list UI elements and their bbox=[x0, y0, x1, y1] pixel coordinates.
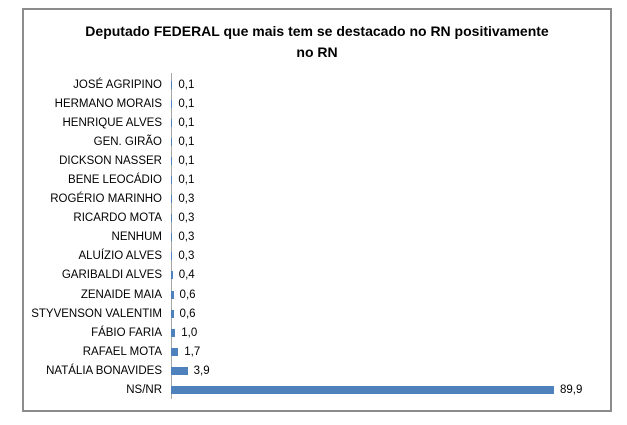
chart-row: ALUÍZIO ALVES 0,3 bbox=[24, 247, 608, 266]
bar bbox=[171, 176, 173, 185]
category-label: NS/NR bbox=[126, 384, 162, 397]
chart-row: FÁBIO FARIA 1,0 bbox=[24, 323, 608, 342]
category-label: FÁBIO FARIA bbox=[91, 326, 162, 339]
value-label: 0,3 bbox=[178, 250, 195, 263]
bar bbox=[171, 366, 188, 375]
category-label: STYVENSON VALENTIM bbox=[31, 307, 162, 320]
category-label: NATÁLIA BONAVIDES bbox=[46, 364, 162, 377]
bar-area: 0,3 bbox=[171, 190, 608, 209]
value-label: 89,9 bbox=[559, 384, 583, 397]
bar-area: 1,0 bbox=[171, 323, 608, 342]
bar bbox=[171, 271, 173, 280]
bar-area: 0,3 bbox=[171, 247, 608, 266]
category-label: GEN. GIRÃO bbox=[93, 135, 162, 148]
chart-row: HERMANO MORAIS 0,1 bbox=[24, 94, 608, 113]
chart-row: NS/NR 89,9 bbox=[24, 381, 608, 400]
bar bbox=[171, 156, 173, 165]
category-label: BENE LEOCÁDIO bbox=[68, 174, 162, 187]
bar-area: 0,1 bbox=[171, 151, 608, 170]
bar bbox=[171, 195, 173, 204]
bar-area: 0,1 bbox=[171, 113, 608, 132]
value-label: 1,7 bbox=[184, 345, 201, 358]
chart-title-line2: no RN bbox=[296, 44, 338, 60]
value-label: 0,1 bbox=[178, 97, 195, 110]
category-label: ROGÉRIO MARINHO bbox=[50, 193, 162, 206]
bar bbox=[171, 80, 173, 89]
value-label: 3,9 bbox=[193, 364, 210, 377]
value-label: 0,3 bbox=[178, 212, 195, 225]
chart-row: RICARDO MOTA 0,3 bbox=[24, 209, 608, 228]
bar bbox=[171, 347, 179, 356]
chart-row: NENHUM 0,3 bbox=[24, 228, 608, 247]
category-label: RICARDO MOTA bbox=[73, 212, 162, 225]
category-label: DICKSON NASSER bbox=[59, 154, 162, 167]
chart-row: JOSÉ AGRIPINO 0,1 bbox=[24, 75, 608, 94]
bar bbox=[171, 290, 174, 299]
chart-row: STYVENSON VALENTIM 0,6 bbox=[24, 304, 608, 323]
value-label: 0,6 bbox=[179, 288, 196, 301]
chart-title-line1: Deputado FEDERAL que mais tem se destaca… bbox=[85, 23, 549, 39]
bar-area: 0,3 bbox=[171, 209, 608, 228]
chart-row: RAFAEL MOTA 1,7 bbox=[24, 342, 608, 361]
bar-area: 0,3 bbox=[171, 228, 608, 247]
value-label: 1,0 bbox=[181, 326, 198, 339]
chart-row: GARIBALDI ALVES 0,4 bbox=[24, 266, 608, 285]
bar-area: 0,4 bbox=[171, 266, 608, 285]
chart-frame: Deputado FEDERAL que mais tem se destaca… bbox=[22, 8, 612, 412]
bar bbox=[171, 328, 176, 337]
category-label: HERMANO MORAIS bbox=[54, 97, 162, 110]
bar bbox=[171, 386, 554, 395]
value-label: 0,1 bbox=[178, 135, 195, 148]
chart-row: HENRIQUE ALVES 0,1 bbox=[24, 113, 608, 132]
bar-area: 1,7 bbox=[171, 342, 608, 361]
bar bbox=[171, 118, 173, 127]
bar-area: 0,1 bbox=[171, 75, 608, 94]
category-label: JOSÉ AGRIPINO bbox=[73, 78, 162, 91]
bar-area: 3,9 bbox=[171, 361, 608, 380]
chart-row: ROGÉRIO MARINHO 0,3 bbox=[24, 190, 608, 209]
category-label: NENHUM bbox=[111, 231, 162, 244]
bar-area: 0,6 bbox=[171, 285, 608, 304]
value-label: 0,3 bbox=[178, 193, 195, 206]
value-label: 0,6 bbox=[179, 307, 196, 320]
bar bbox=[171, 252, 173, 261]
bar-area: 89,9 bbox=[171, 381, 608, 400]
chart-row: ZENAIDE MAIA 0,6 bbox=[24, 285, 608, 304]
category-label: ALUÍZIO ALVES bbox=[78, 250, 162, 263]
category-label: ZENAIDE MAIA bbox=[80, 288, 162, 301]
bar-area: 0,1 bbox=[171, 132, 608, 151]
chart-row: NATÁLIA BONAVIDES 3,9 bbox=[24, 361, 608, 380]
chart-row: BENE LEOCÁDIO 0,1 bbox=[24, 170, 608, 189]
chart-title: Deputado FEDERAL que mais tem se destaca… bbox=[24, 21, 610, 63]
bar bbox=[171, 137, 173, 146]
chart-row: GEN. GIRÃO 0,1 bbox=[24, 132, 608, 151]
bar bbox=[171, 214, 173, 223]
value-label: 0,1 bbox=[178, 174, 195, 187]
value-label: 0,1 bbox=[178, 154, 195, 167]
category-label: RAFAEL MOTA bbox=[82, 345, 162, 358]
category-label: HENRIQUE ALVES bbox=[62, 116, 163, 129]
bar bbox=[171, 99, 173, 108]
value-label: 0,3 bbox=[178, 231, 195, 244]
plot-area: JOSÉ AGRIPINO 0,1 HERMANO MORAIS 0,1 HENRIQU… bbox=[24, 75, 608, 400]
bar bbox=[171, 309, 174, 318]
bar bbox=[171, 233, 173, 242]
bar-area: 0,1 bbox=[171, 94, 608, 113]
bar-area: 0,6 bbox=[171, 304, 608, 323]
value-label: 0,1 bbox=[178, 116, 195, 129]
value-label: 0,4 bbox=[178, 269, 195, 282]
value-label: 0,1 bbox=[178, 78, 195, 91]
bar-area: 0,1 bbox=[171, 170, 608, 189]
chart-row: DICKSON NASSER 0,1 bbox=[24, 151, 608, 170]
category-label: GARIBALDI ALVES bbox=[61, 269, 162, 282]
